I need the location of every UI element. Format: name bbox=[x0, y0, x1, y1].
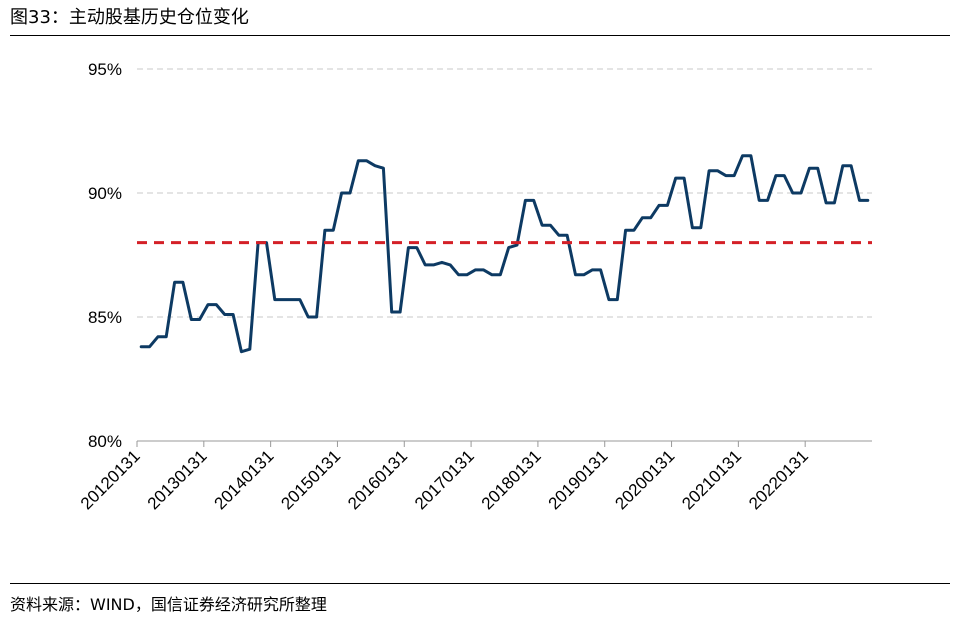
x-tick-label: 20160131 bbox=[344, 446, 411, 513]
x-tick-label: 20200131 bbox=[611, 446, 678, 513]
y-tick-label: 90% bbox=[88, 184, 122, 203]
line-chart: 80% 85% 90% 95% 20120131 20130131 20140131 2015… bbox=[77, 60, 872, 513]
x-tick-label: 20120131 bbox=[77, 446, 144, 513]
title-rule bbox=[10, 35, 950, 36]
x-tick-label: 20130131 bbox=[144, 446, 211, 513]
x-tick-label: 20180131 bbox=[478, 446, 545, 513]
x-tick-label: 20150131 bbox=[277, 446, 344, 513]
x-tick-label: 20190131 bbox=[545, 446, 612, 513]
y-tick-label: 80% bbox=[88, 432, 122, 451]
series-line bbox=[139, 154, 870, 354]
x-tick-label: 20140131 bbox=[211, 446, 278, 513]
source-note: 资料来源：WIND，国信证券经济研究所整理 bbox=[10, 595, 327, 614]
x-tick-label: 20170131 bbox=[411, 446, 478, 513]
x-tick-label: 20210131 bbox=[678, 446, 745, 513]
y-tick-label: 85% bbox=[88, 308, 122, 327]
x-tick-label: 20220131 bbox=[745, 446, 812, 513]
figure-title: 图33：主动股基历史仓位变化 bbox=[10, 7, 249, 28]
y-tick-label: 95% bbox=[88, 60, 122, 79]
footer-rule bbox=[10, 583, 950, 584]
